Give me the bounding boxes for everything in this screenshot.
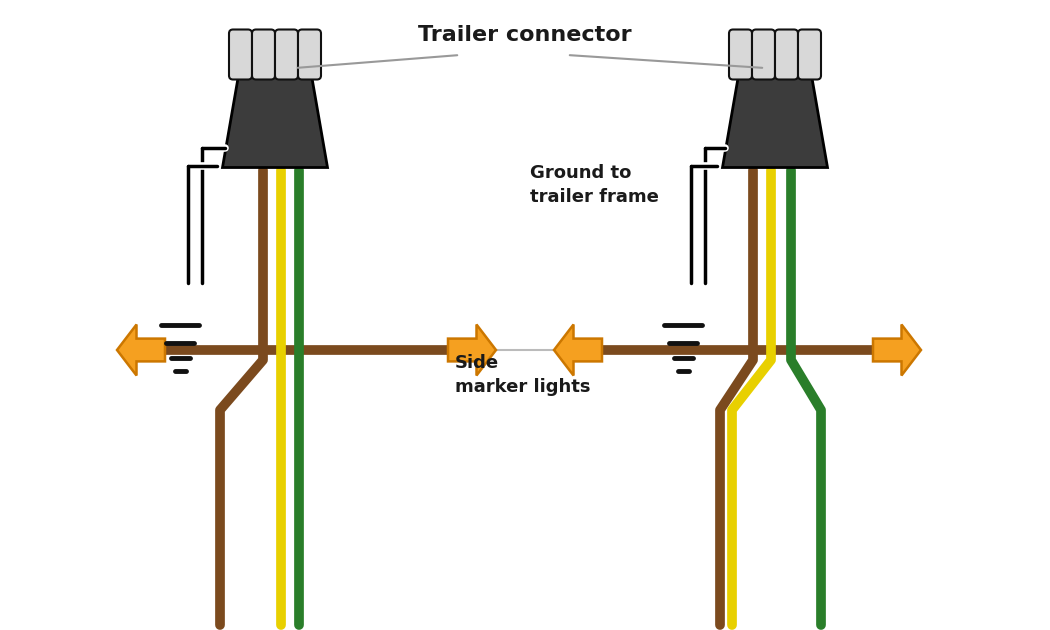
FancyBboxPatch shape <box>775 30 798 79</box>
Polygon shape <box>554 324 602 375</box>
Polygon shape <box>117 324 165 375</box>
Polygon shape <box>448 324 496 375</box>
FancyBboxPatch shape <box>298 30 321 79</box>
Polygon shape <box>873 324 921 375</box>
FancyBboxPatch shape <box>729 30 752 79</box>
Polygon shape <box>722 72 827 168</box>
Text: Side
marker lights: Side marker lights <box>455 353 590 396</box>
FancyBboxPatch shape <box>229 30 252 79</box>
Text: Ground to
trailer frame: Ground to trailer frame <box>530 164 659 207</box>
FancyBboxPatch shape <box>752 30 775 79</box>
Polygon shape <box>223 72 328 168</box>
FancyBboxPatch shape <box>798 30 821 79</box>
Text: Trailer connector: Trailer connector <box>418 25 632 45</box>
FancyBboxPatch shape <box>252 30 275 79</box>
FancyBboxPatch shape <box>275 30 298 79</box>
